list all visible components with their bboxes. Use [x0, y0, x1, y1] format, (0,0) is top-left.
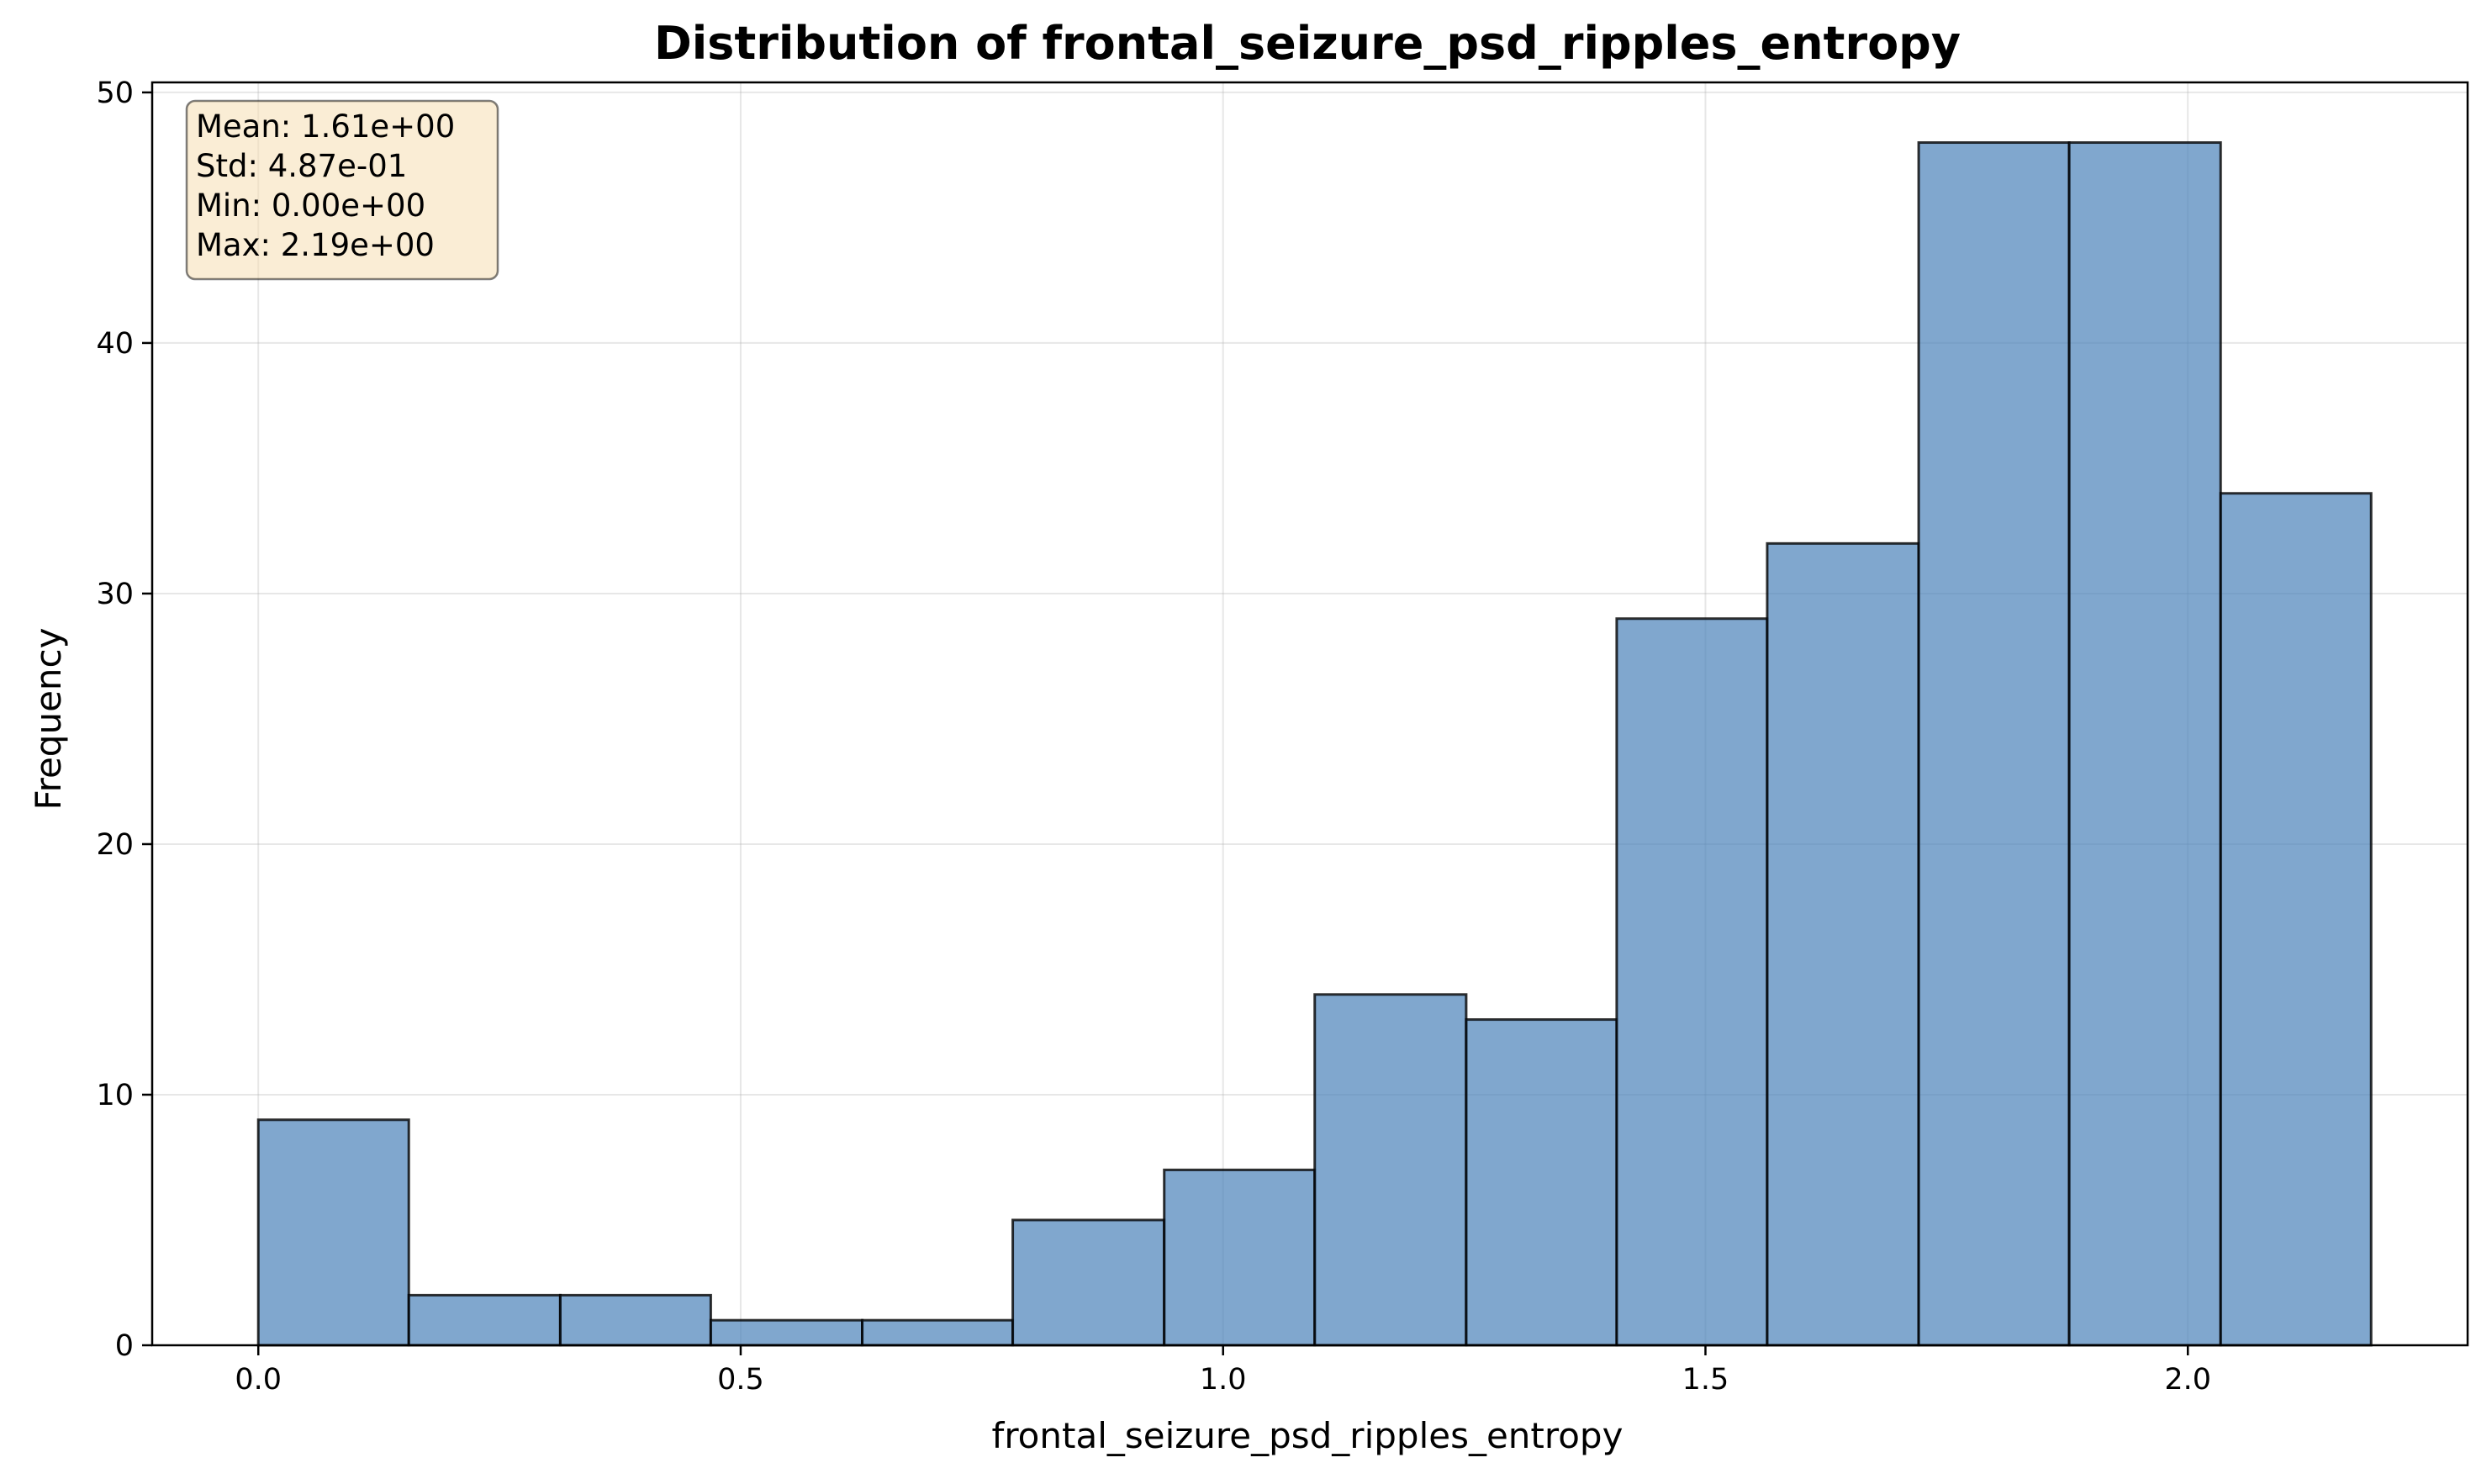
y-tick-label: 30 [96, 578, 134, 611]
histogram-bar-5 [861, 1318, 1015, 1347]
y-tick-label: 0 [115, 1329, 134, 1363]
histogram-bar-6 [1011, 1218, 1166, 1347]
x-axis-label: frontal_seizure_psd_ripples_entropy [992, 1415, 1623, 1456]
y-tick-label: 10 [96, 1079, 134, 1112]
x-tick-label: 1.0 [1200, 1363, 1247, 1397]
stats-box-background [185, 99, 499, 281]
x-axis-ticks: 0.0 0.5 1.0 1.5 2.0 [235, 1345, 2211, 1397]
histogram-bar-4 [709, 1318, 864, 1347]
y-axis-ticks: 0 10 20 30 40 50 [96, 77, 152, 1363]
histogram-bar-7 [1163, 1168, 1317, 1347]
histogram-bar-14 [2219, 492, 2373, 1347]
x-tick-label: 0.5 [717, 1363, 764, 1397]
histogram-bar-8 [1313, 993, 1468, 1347]
x-tick-label: 1.5 [1682, 1363, 1729, 1397]
stats-max: Max: 2.19e+00 [196, 227, 435, 263]
chart-title: Distribution of frontal_seizure_psd_ripp… [654, 17, 1961, 70]
histogram-bar-3 [558, 1293, 712, 1347]
stats-mean: Mean: 1.61e+00 [196, 108, 455, 145]
histogram-bar-1 [256, 1118, 410, 1347]
stats-box: Mean: 1.61e+00 Std: 4.87e-01 Min: 0.00e+… [185, 99, 499, 281]
y-tick-label: 20 [96, 828, 134, 862]
histogram-bars [256, 141, 2373, 1347]
histogram-bar-11 [1766, 541, 1920, 1347]
histogram-bar-2 [407, 1293, 562, 1347]
stats-min: Min: 0.00e+00 [196, 187, 425, 224]
histogram-bar-10 [1615, 617, 1769, 1347]
stats-std: Std: 4.87e-01 [196, 148, 407, 184]
plot-area-frame [150, 81, 2469, 1347]
y-axis-label: Frequency [28, 628, 69, 811]
x-tick-label: 0.0 [235, 1363, 282, 1397]
histogram-bar-9 [1465, 1018, 1618, 1347]
histogram-bar-12 [1917, 141, 2071, 1347]
histogram-bar-13 [2067, 141, 2222, 1347]
y-tick-label: 50 [96, 77, 134, 110]
y-tick-label: 40 [96, 327, 134, 361]
x-tick-label: 2.0 [2164, 1363, 2211, 1397]
